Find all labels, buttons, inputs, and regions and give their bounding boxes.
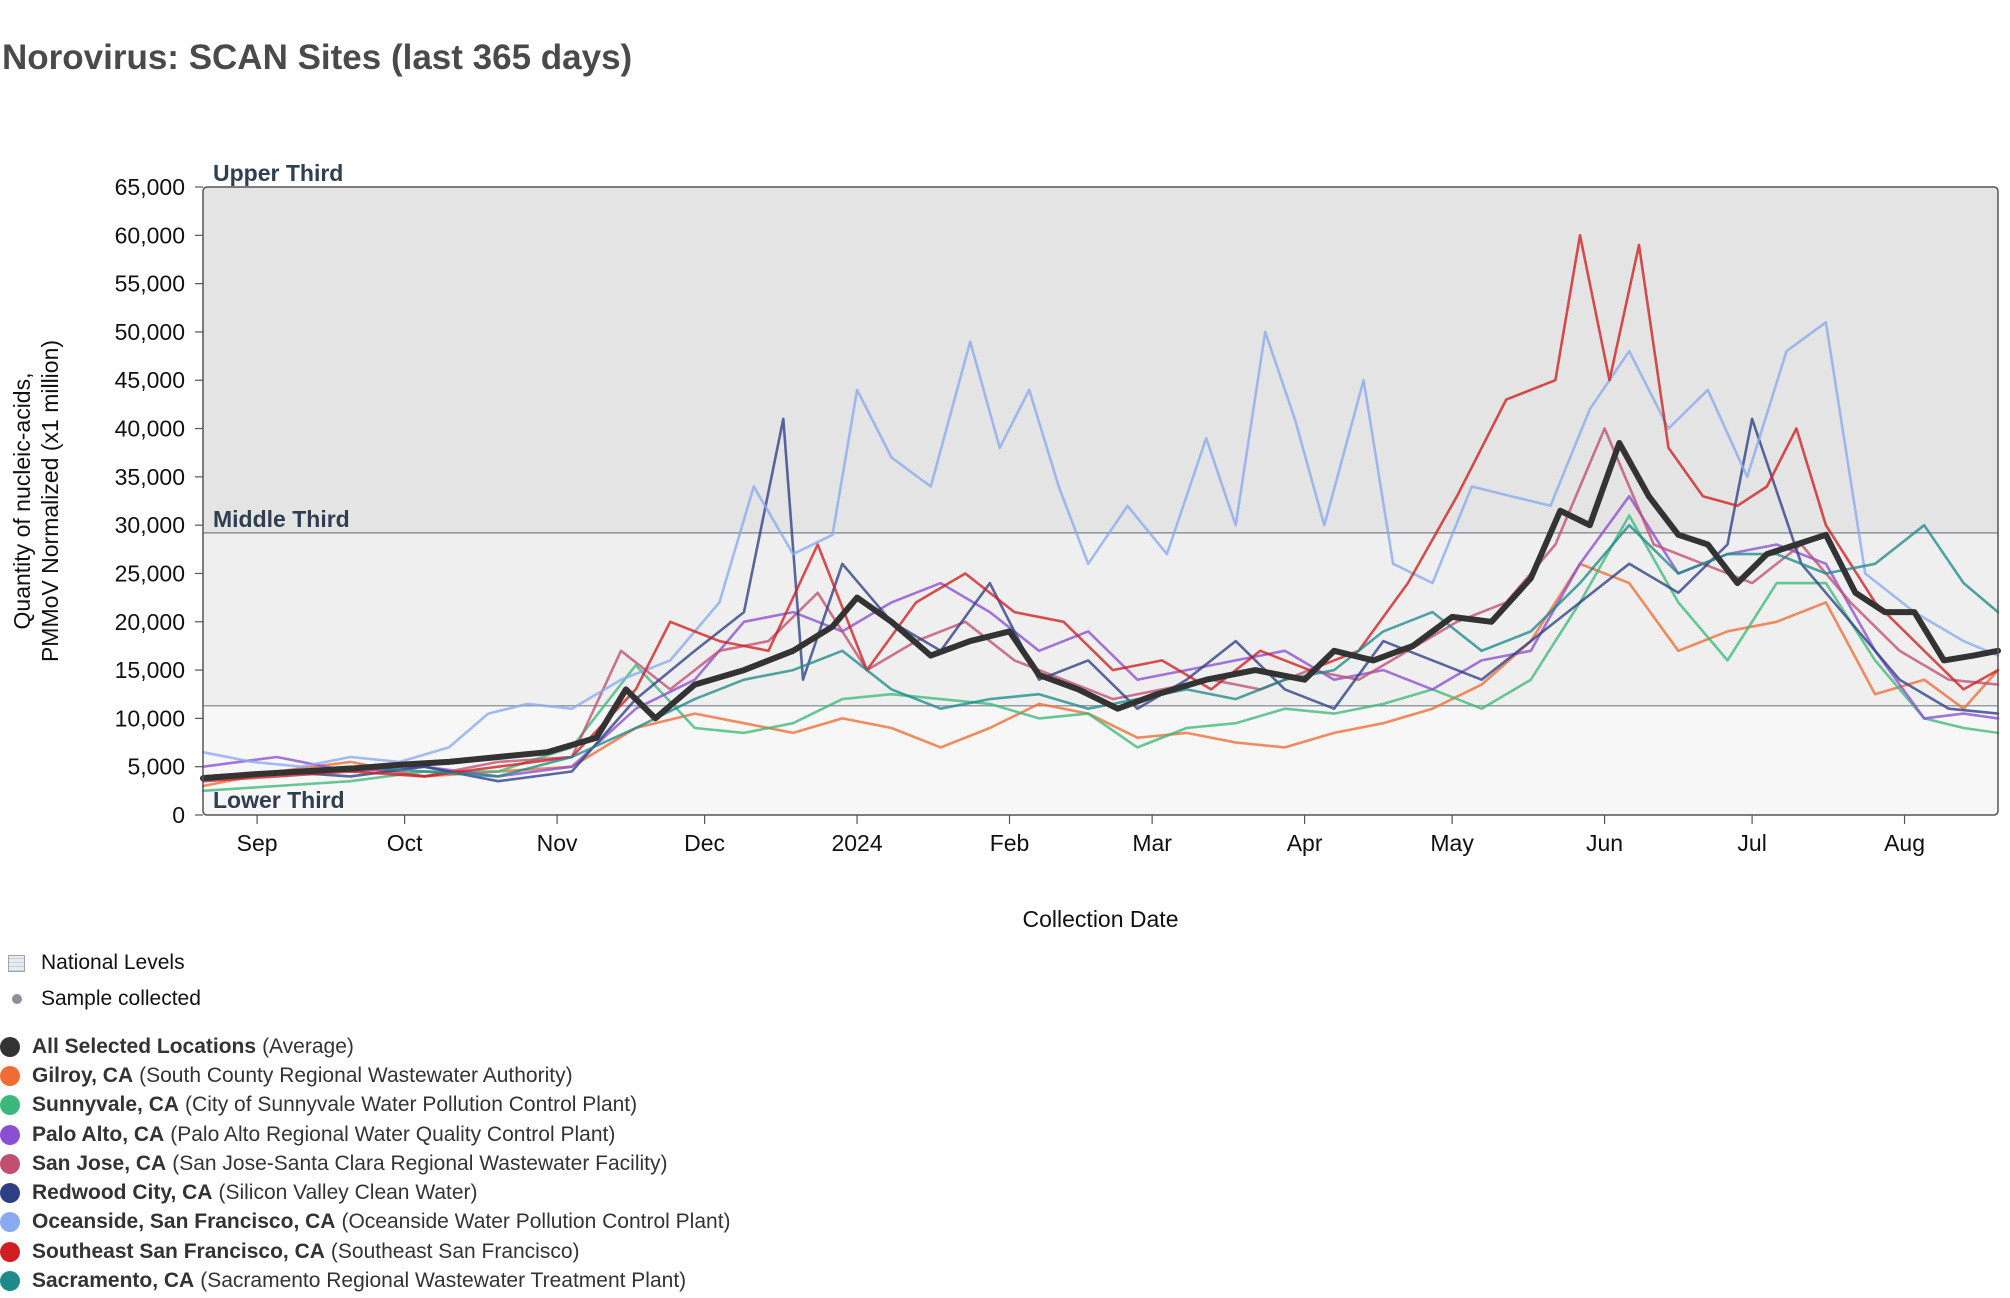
legend-dot-icon [0, 1153, 20, 1174]
legend-dot-icon [0, 1065, 20, 1086]
series-line-oceanside-san-francisco-ca[interactable] [201, 320, 2000, 769]
x-tick-label: Aug [1884, 830, 1925, 856]
legend-dot-icon [0, 1241, 20, 1262]
y-tick-label: 65,000 [115, 174, 185, 200]
x-tick-label: Dec [684, 830, 725, 856]
legend-location: San Jose, CA [32, 1151, 167, 1175]
x-tick-label: Sep [237, 830, 278, 856]
y-tick-label: 10,000 [115, 705, 185, 731]
legend-dot-icon [0, 1271, 20, 1292]
series-line-sunnyvale-ca[interactable] [201, 514, 2000, 793]
legend-item-san-jose[interactable]: San Jose, CA (San Jose-Santa Clara Regio… [0, 1149, 731, 1178]
x-tick-label: Nov [537, 830, 578, 856]
band-label-lower-third: Lower Third [213, 787, 345, 813]
y-axis-ticks: 0 5,000 10,000 15,000 20,000 25,000 30,000 35,0… [115, 174, 203, 828]
y-tick-label: 15,000 [115, 657, 185, 683]
legend-facility: (Palo Alto Regional Water Quality Contro… [170, 1122, 616, 1146]
series-lines[interactable] [200, 234, 2001, 793]
legend-facility: (City of Sunnyvale Water Pollution Contr… [185, 1093, 638, 1117]
series-line-all-selected-locations[interactable] [200, 440, 2001, 782]
series-line-sacramento-ca[interactable] [201, 523, 2000, 778]
y-tick-label: 25,000 [115, 560, 185, 586]
y-tick-label: 50,000 [115, 319, 185, 345]
x-tick-label: Feb [990, 830, 1030, 856]
legend-facility: (San Jose-Santa Clara Regional Wastewate… [172, 1151, 668, 1175]
plot-frame [202, 186, 1999, 816]
legend-facility: (Oceanside Water Pollution Control Plant… [341, 1210, 731, 1234]
legend-location: Palo Alto, CA [32, 1122, 165, 1146]
y-tick-label: 5,000 [127, 754, 185, 780]
legend-facility: (Sacramento Regional Wastewater Treatmen… [200, 1269, 687, 1293]
legend-item-redwood-city[interactable]: Redwood City, CA (Silicon Valley Clean W… [0, 1178, 731, 1207]
legend-location: All Selected Locations [32, 1034, 257, 1058]
legend-item-sacramento[interactable]: Sacramento, CA (Sacramento Regional Wast… [0, 1266, 731, 1295]
x-tick-label: Jun [1586, 830, 1623, 856]
legend-item-sunnyvale[interactable]: Sunnyvale, CA (City of Sunnyvale Water P… [0, 1091, 731, 1120]
legend-location: Southeast San Francisco, CA [32, 1239, 325, 1263]
legend-dot-icon [0, 1212, 20, 1233]
bands-group [203, 187, 1998, 815]
legend-location: Oceanside, San Francisco, CA [32, 1210, 336, 1234]
series-legend: All Selected Locations (Average) Gilroy,… [0, 1032, 731, 1296]
y-tick-label: 40,000 [115, 416, 185, 442]
band-middle-third [203, 532, 1998, 706]
legend-item-gilroy[interactable]: Gilroy, CA (South County Regional Wastew… [0, 1061, 731, 1090]
national-levels-swatch [8, 954, 25, 972]
legend-facility: (South County Regional Wastewater Author… [139, 1063, 573, 1087]
x-axis-ticks: Sep Oct Nov Dec 2024 Feb Mar Apr May Jun Jul Aug [237, 815, 1925, 856]
legend-facility: (Silicon Valley Clean Water) [218, 1181, 478, 1205]
x-tick-label: Jul [1737, 830, 1766, 856]
legend-item-southeast-sf[interactable]: Southeast San Francisco, CA (Southeast S… [0, 1237, 731, 1266]
series-line-san-jose-ca[interactable] [201, 427, 2000, 778]
x-tick-label: 2024 [831, 830, 882, 856]
y-tick-label: 60,000 [115, 222, 185, 248]
x-tick-label: Oct [387, 830, 423, 856]
national-levels-label: National Levels [41, 951, 185, 974]
legend-dot-icon [0, 1183, 20, 1204]
x-tick-label: Apr [1287, 830, 1323, 856]
legend-dot-icon [0, 1124, 20, 1145]
band-label-middle-third: Middle Third [213, 506, 350, 532]
y-tick-label: 20,000 [115, 609, 185, 635]
legend-item-average[interactable]: All Selected Locations (Average) [0, 1032, 731, 1061]
sample-collected-label: Sample collected [41, 987, 201, 1010]
x-axis-title: Collection Date [1023, 906, 1179, 932]
band-labels: Lower Third Middle Third Upper Third [213, 160, 350, 813]
legend-facility: (Average) [262, 1034, 354, 1058]
legend-key: National Levels Sample collected [8, 945, 201, 1017]
y-axis-title-line1: Quantity of nucleic-acids, [9, 373, 35, 630]
y-axis-title-line2: PMMoV Normalized (x1 million) [37, 340, 63, 662]
legend-location: Gilroy, CA [32, 1063, 134, 1087]
y-tick-label: 45,000 [115, 367, 185, 393]
band-label-upper-third: Upper Third [213, 160, 343, 186]
chart-title: Norovirus: SCAN Sites (last 365 days) [2, 38, 633, 77]
y-tick-label: 30,000 [115, 512, 185, 538]
x-tick-label: Mar [1132, 830, 1172, 856]
y-tick-label: 0 [172, 802, 185, 828]
x-tick-label: May [1430, 830, 1474, 856]
band-upper-third [203, 187, 1998, 533]
legend-item-oceanside[interactable]: Oceanside, San Francisco, CA (Oceanside … [0, 1208, 731, 1237]
legend-item-palo-alto[interactable]: Palo Alto, CA (Palo Alto Regional Water … [0, 1120, 731, 1149]
series-line-southeast-san-francisco-ca[interactable] [201, 234, 2000, 783]
legend-location: Redwood City, CA [32, 1181, 213, 1205]
sample-collected-dot-icon [12, 994, 22, 1004]
legend-dot-icon [0, 1095, 20, 1116]
legend-dot-icon [0, 1036, 20, 1057]
series-line-gilroy-ca[interactable] [201, 562, 2000, 788]
legend-national-levels[interactable]: National Levels [8, 945, 201, 981]
legend-facility: (Southeast San Francisco) [330, 1239, 580, 1263]
y-tick-label: 55,000 [115, 271, 185, 297]
legend-location: Sacramento, CA [32, 1269, 195, 1293]
y-tick-label: 35,000 [115, 464, 185, 490]
legend-location: Sunnyvale, CA [32, 1093, 180, 1117]
series-line-palo-alto-ca[interactable] [201, 494, 2000, 778]
legend-sample-collected[interactable]: Sample collected [8, 981, 201, 1017]
